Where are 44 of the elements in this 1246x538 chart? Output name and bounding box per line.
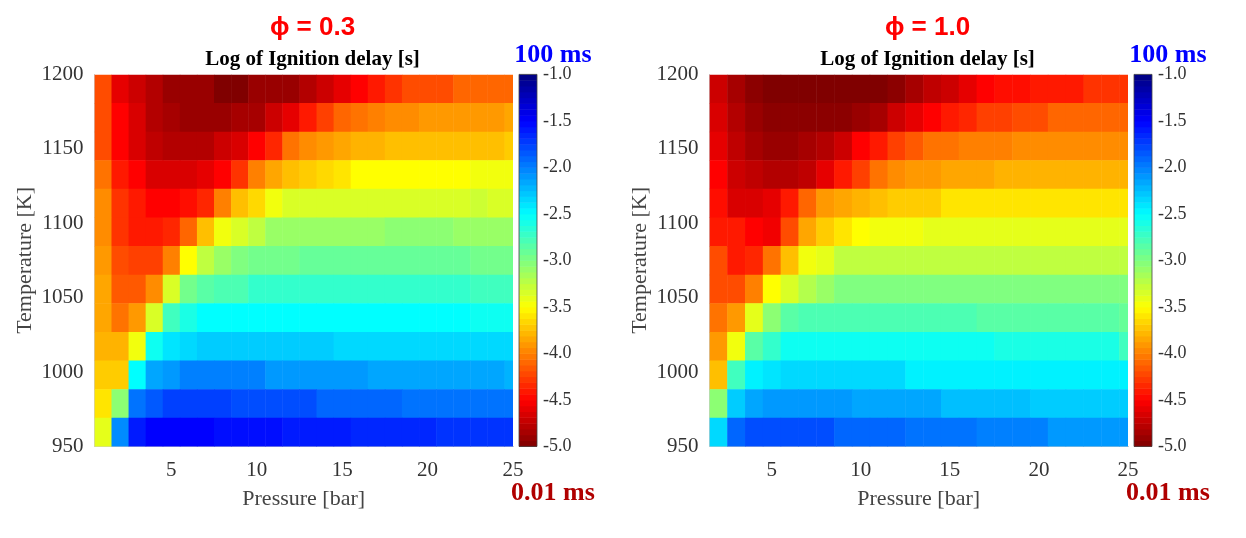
y-tick-label: 1050: [656, 284, 699, 309]
color-bar-label: -4.5: [543, 388, 572, 409]
chart-title: ϕ = 1.0: [884, 10, 971, 41]
y-tick-label: 1200: [41, 60, 84, 85]
x-tick-label: 20: [417, 456, 439, 481]
x-tick-label: 15: [331, 456, 353, 481]
x-tick-label: 10: [246, 456, 268, 481]
y-tick-label: 1100: [42, 209, 84, 234]
x-axis-title: Pressure [bar]: [242, 484, 366, 510]
color-bar-label: -1.5: [1158, 109, 1187, 130]
color-bar-label: -3.0: [1158, 249, 1187, 270]
y-tick-label: 1150: [42, 135, 84, 160]
y-tick-label: 1050: [41, 284, 84, 309]
y-axis-title: Temperature [K]: [625, 186, 651, 334]
color-bar-label: -4.0: [543, 342, 572, 363]
color-bar-label: -3.5: [1158, 295, 1187, 316]
color-bar-label: -4.5: [1158, 388, 1187, 409]
color-bar-label: -3.0: [543, 249, 572, 270]
color-bar-label: -2.0: [1158, 156, 1187, 177]
color-bar-label: -4.0: [1158, 342, 1187, 363]
y-tick-label: 1100: [657, 209, 699, 234]
color-bar-label: -2.5: [1158, 202, 1187, 223]
y-tick-label: 1000: [656, 358, 699, 383]
color-bar-label: -5.0: [1158, 435, 1187, 456]
x-tick-label: 10: [850, 456, 872, 481]
x-tick-label: 5: [166, 456, 177, 481]
color-bar-label: -1.5: [543, 109, 572, 130]
y-tick-label: 1200: [656, 60, 699, 85]
y-axis-title: Temperature [K]: [10, 186, 36, 334]
y-tick-label: 1000: [41, 358, 84, 383]
x-tick-label: 15: [939, 456, 961, 481]
color-bar-label: -3.5: [543, 295, 572, 316]
y-tick-label: 1150: [657, 135, 699, 160]
color-bar-label: -2.5: [543, 202, 572, 223]
color-bar-label: -2.0: [543, 156, 572, 177]
x-axis-title: Pressure [bar]: [857, 484, 981, 510]
x-tick-label: 20: [1028, 456, 1050, 481]
y-tick-label: 950: [51, 432, 84, 457]
chart-subtitle: Log of Ignition delay [s]: [205, 46, 420, 71]
chart-subtitle: Log of Ignition delay [s]: [820, 46, 1035, 71]
color-bar-label: -5.0: [543, 435, 572, 456]
y-tick-label: 950: [666, 432, 699, 457]
chart-title: ϕ = 0.3: [269, 10, 356, 41]
x-tick-label: 5: [766, 456, 777, 481]
